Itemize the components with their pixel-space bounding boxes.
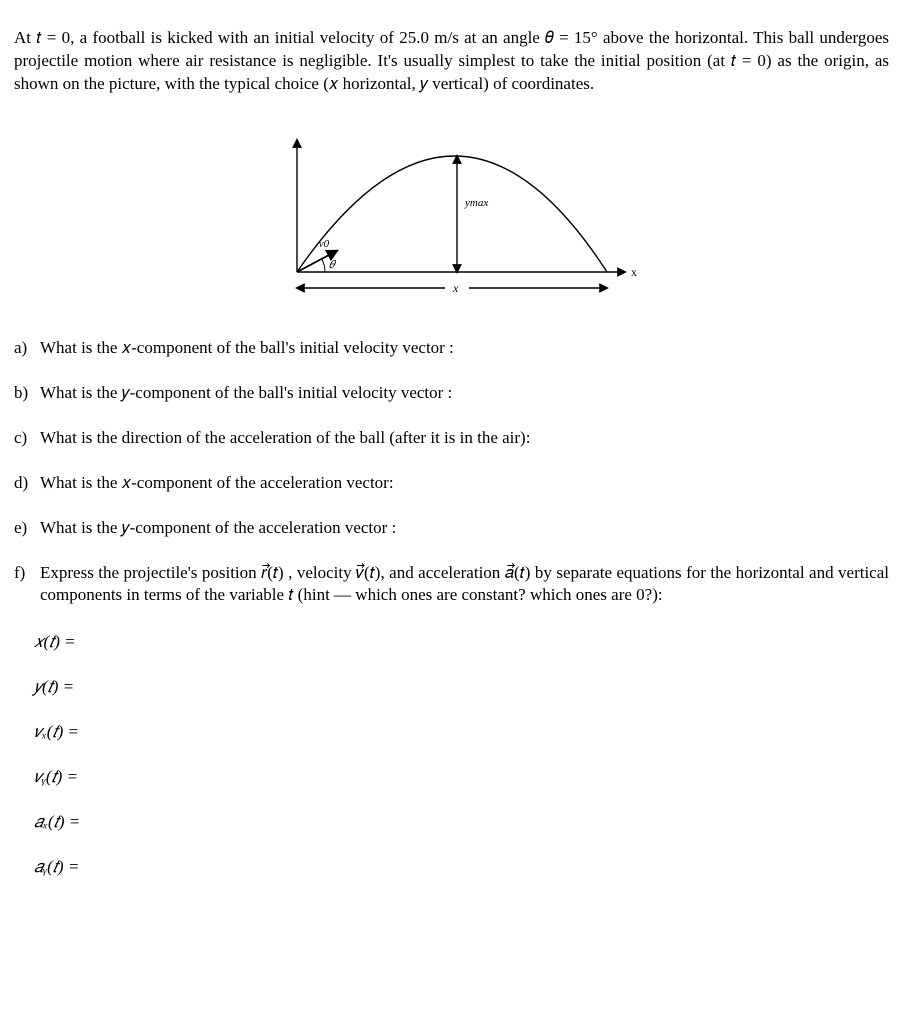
equation-line: 𝑎ᵧ(𝑡) = [34, 856, 889, 879]
question-label: a) [14, 337, 40, 360]
question-item: b)What is the 𝑦-component of the ball's … [14, 382, 889, 405]
svg-text:x: x [452, 281, 459, 295]
question-item: d)What is the 𝑥-component of the acceler… [14, 472, 889, 495]
svg-text:𝜃: 𝜃 [329, 259, 337, 271]
equation-list: 𝑥(𝑡) = 𝑦(𝑡) = 𝑣ₓ(𝑡) = 𝑣ᵧ(𝑡) = 𝑎ₓ(𝑡) = 𝑎ᵧ(𝑡) = [34, 631, 889, 879]
svg-text:v0: v0 [318, 238, 329, 250]
question-label: e) [14, 517, 40, 540]
question-text: What is the direction of the acceleratio… [40, 427, 889, 450]
question-item: e)What is the 𝑦-component of the acceler… [14, 517, 889, 540]
question-text: What is the 𝑥-component of the ball's in… [40, 337, 889, 360]
equation-line: 𝑎ₓ(𝑡) = [34, 811, 889, 834]
question-label: b) [14, 382, 40, 405]
question-list: a)What is the 𝑥-component of the ball's … [14, 337, 889, 608]
question-label: d) [14, 472, 40, 495]
question-text: What is the 𝑦-component of the ball's in… [40, 382, 889, 405]
question-item: f)Express the projectile's position 𝑟⃗(𝑡… [14, 562, 889, 608]
question-item: a)What is the 𝑥-component of the ball's … [14, 337, 889, 360]
question-text: Express the projectile's position 𝑟⃗(𝑡) … [40, 562, 889, 608]
equation-line: 𝑥(𝑡) = [34, 631, 889, 654]
equation-line: 𝑣ᵧ(𝑡) = [34, 766, 889, 789]
equation-line: 𝑣ₓ(𝑡) = [34, 721, 889, 744]
svg-text:x: x [631, 265, 637, 279]
svg-text:ymax: ymax [464, 197, 488, 209]
question-text: What is the 𝑦-component of the accelerat… [40, 517, 889, 540]
question-label: c) [14, 427, 40, 450]
equation-line: 𝑦(𝑡) = [34, 676, 889, 699]
question-text: What is the 𝑥-component of the accelerat… [40, 472, 889, 495]
problem-intro: At 𝑡 = 0, a football is kicked with an i… [14, 27, 889, 96]
question-item: c)What is the direction of the accelerat… [14, 427, 889, 450]
trajectory-figure: x v0𝜃 ymax x [14, 122, 889, 307]
question-label: f) [14, 562, 40, 608]
